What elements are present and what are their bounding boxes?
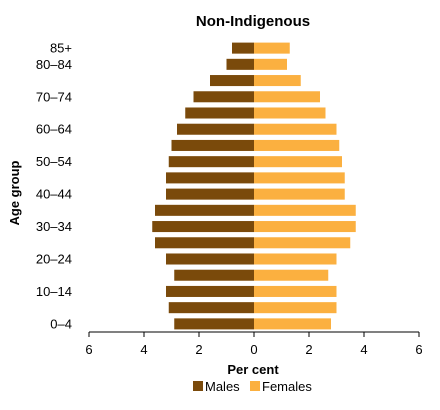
y-tick-label-0: 0–4 [50,316,72,331]
bar-females-16 [254,58,287,70]
bar-males-13 [185,107,254,119]
legend: Males Females [193,379,312,394]
bar-females-2 [254,285,337,297]
bar-males-0 [174,318,254,330]
legend-label-females: Females [262,379,312,394]
y-tick-label-14: 70–74 [36,89,72,104]
x-tick-label-4: 2 [305,342,312,357]
y-tick-label-8: 40–44 [36,187,72,202]
bar-females-4 [254,253,337,265]
bar-females-1 [254,302,337,314]
y-tick-label-4: 20–24 [36,252,72,267]
bar-females-8 [254,188,345,200]
y-tick-label-17: 85+ [50,41,72,56]
x-tick-label-1: 4 [140,342,147,357]
legend-swatch-males [193,381,203,391]
bar-males-11 [171,139,254,151]
legend-swatch-females [250,381,260,391]
y-tick-label-10: 50–54 [36,154,72,169]
bar-females-9 [254,172,345,184]
bar-males-15 [210,75,254,87]
bar-females-17 [254,42,290,54]
x-tick-label-0: 6 [85,342,92,357]
bar-females-0 [254,318,331,330]
bar-females-10 [254,156,342,168]
x-tick-label-3: 0 [250,342,257,357]
bar-males-6 [152,221,254,233]
bar-females-7 [254,204,356,216]
y-tick-label-6: 30–34 [36,219,72,234]
x-axis-label: Per cent [227,362,279,377]
bar-males-12 [177,123,254,135]
bar-females-14 [254,91,320,103]
bar-males-4 [166,253,254,265]
bars-group [152,42,356,330]
bar-males-16 [226,58,254,70]
bar-females-12 [254,123,337,135]
bar-males-9 [166,172,254,184]
bar-males-7 [155,204,254,216]
bar-males-10 [168,156,254,168]
y-axis-label: Age group [7,160,22,225]
x-tick-label-2: 2 [195,342,202,357]
bar-females-6 [254,221,356,233]
bar-males-2 [166,285,254,297]
y-tick-label-12: 60–64 [36,122,72,137]
bar-females-11 [254,139,340,151]
bar-males-3 [174,269,254,281]
x-tick-label-5: 4 [360,342,367,357]
x-ticks: 6 4 2 0 2 4 6 [85,332,423,357]
y-tick-labels: 0–4 10–14 20–24 30–34 40–44 50–54 60–64 70–74 80… [36,41,72,332]
bar-females-13 [254,107,326,119]
bar-females-15 [254,75,301,87]
y-tick-label-16: 80–84 [36,57,72,72]
legend-label-males: Males [205,379,240,394]
bar-females-5 [254,237,351,249]
bar-males-1 [168,302,254,314]
y-tick-label-2: 10–14 [36,284,72,299]
chart-title: Non-Indigenous [196,13,310,30]
bar-males-17 [232,42,254,54]
bar-males-5 [155,237,254,249]
bar-males-14 [193,91,254,103]
bar-females-3 [254,269,329,281]
bar-males-8 [166,188,254,200]
x-tick-label-6: 6 [415,342,422,357]
